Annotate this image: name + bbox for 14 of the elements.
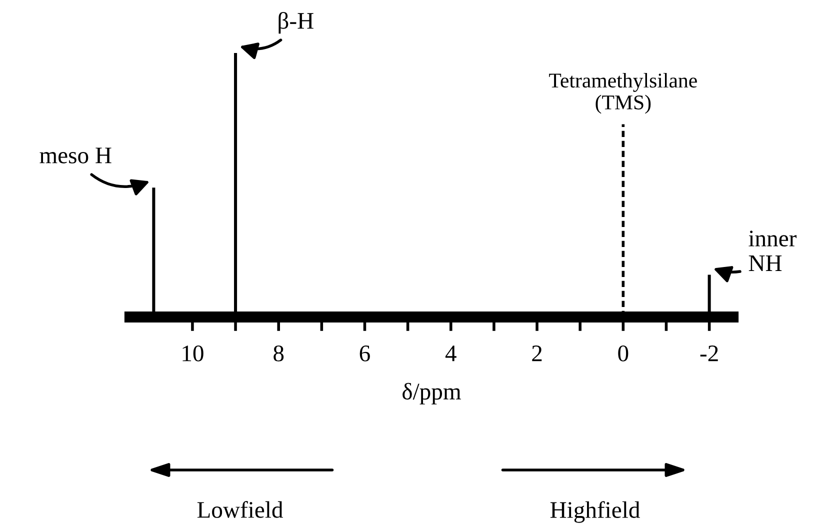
annotation: meso H (40, 148, 112, 164)
annotation: inner NH (748, 230, 797, 271)
x-tick-label: -2 (700, 346, 718, 362)
text: Highfield (550, 501, 640, 523)
text: Lowfield (197, 501, 283, 518)
ref-line-label: Tetramethylsilane (TMS) (549, 72, 697, 114)
x-tick-label: 4 (445, 346, 456, 362)
x-axis-title: δ/ppm (402, 382, 461, 404)
x-tick-label: 6 (360, 346, 370, 362)
annotation: β-H (278, 12, 314, 34)
x-tick-label: 8 (274, 345, 284, 362)
x-tick-label: 0 (618, 345, 628, 362)
x-tick-label: 10 (182, 345, 204, 362)
x-tick-label: 2 (532, 346, 542, 362)
